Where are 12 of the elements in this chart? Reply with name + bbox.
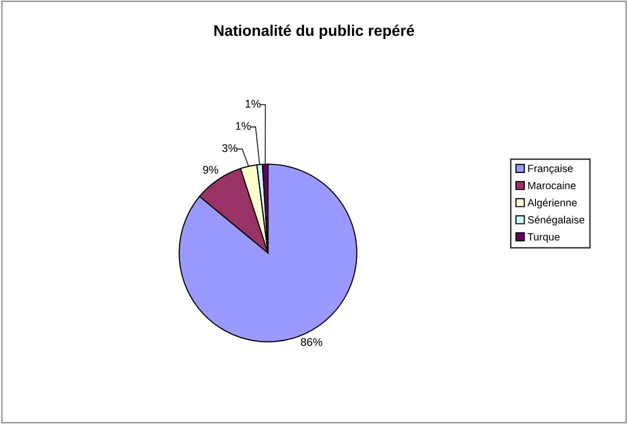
data-label: 9%: [203, 166, 218, 174]
legend-label: Française: [528, 164, 573, 174]
legend-label: Sénégalaise: [528, 216, 584, 226]
legend-label: Turque: [528, 233, 560, 243]
data-label: 3%: [222, 144, 238, 152]
chart-title: Nationalité du public repéré: [214, 24, 414, 39]
data-label: 1%: [236, 122, 251, 130]
data-label: 86%: [300, 338, 322, 346]
pie-slice: [199, 168, 269, 254]
data-label: 1%: [246, 100, 260, 108]
legend-label: Marocaine: [528, 182, 576, 190]
legend-label: Algérienne: [527, 198, 577, 208]
